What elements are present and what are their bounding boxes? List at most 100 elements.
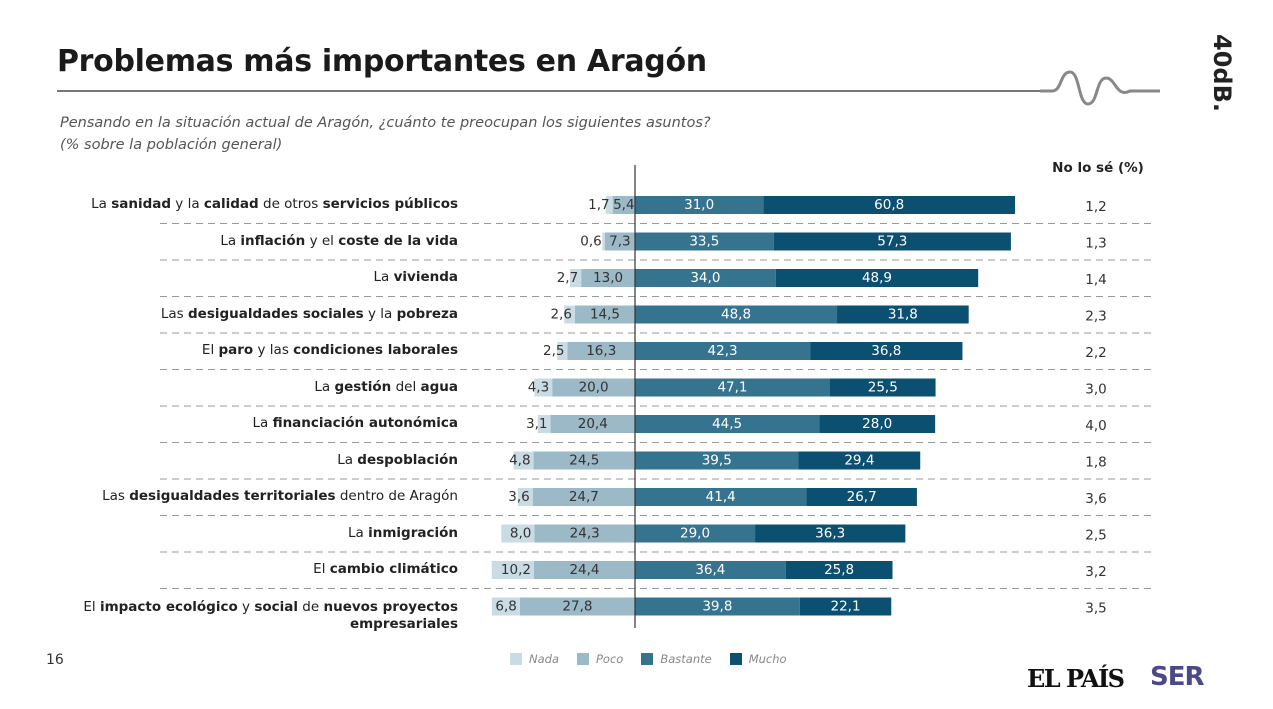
label-poco: 16,3 [586,343,616,359]
label-poco: 5,4 [613,197,634,213]
category-label: Las desigualdades territoriales dentro d… [102,488,458,505]
label-nada: 3,1 [526,416,547,432]
label-mucho: 29,4 [844,453,874,469]
label-mucho: 36,8 [871,343,901,359]
bar-poco [519,597,635,616]
label-no-lo-se: 1,3 [1085,236,1106,252]
bar-nada [570,269,582,287]
bar-mucho [829,378,936,397]
category-label-segment: La [337,451,358,468]
label-poco: 27,8 [562,599,592,615]
label-mucho: 26,7 [847,489,877,505]
category-label-segment: La [252,415,273,431]
bar-poco [567,342,635,360]
bar-poco [604,232,635,251]
label-poco: 13,0 [593,270,623,286]
label-nada: 4,8 [509,453,530,469]
category-label: La financiación autonómica [252,415,458,432]
bar-poco [533,561,635,579]
label-bastante: 41,4 [706,489,736,505]
label-mucho: 48,9 [862,270,892,286]
bar-mucho [775,269,979,287]
nolose-header: No lo sé (%) [1052,160,1144,176]
bar-mucho [810,342,963,360]
label-poco: 20,0 [579,380,609,396]
bar-bastante [635,305,838,324]
category-label-segment: y las [253,342,294,358]
label-poco: 24,5 [569,453,599,469]
subtitle: Pensando en la situación actual de Aragó… [60,112,711,156]
bar-bastante [635,561,786,579]
bar-mucho [785,561,893,579]
category-label-segment: gestión [334,378,392,395]
category-label: Las desigualdades sociales y la pobreza [161,306,458,323]
category-label-segment: Las [102,488,130,504]
label-mucho: 22,1 [830,599,860,615]
label-no-lo-se: 2,2 [1085,345,1106,361]
subtitle-question: Pensando en la situación actual de Aragó… [60,115,711,131]
bar-poco [552,378,635,397]
legend-swatch [641,653,654,665]
category-label-segment: condiciones laborales [293,342,458,358]
label-mucho: 57,3 [877,234,907,250]
bar-poco [533,451,635,470]
label-bastante: 42,3 [708,343,738,359]
legend-item: Mucho [729,652,787,666]
el-pais-logo: EL PAÍS [1027,664,1125,693]
category-label: La vivienda [374,269,459,286]
label-no-lo-se: 3,0 [1085,382,1106,398]
page-title: Problemas más importantes en Aragón [57,44,707,79]
bar-poco [550,415,635,433]
bar-nada [602,232,605,251]
bar-bastante [635,451,799,470]
bar-poco [581,269,635,287]
label-bastante: 34,0 [690,270,720,286]
label-poco: 24,4 [569,562,599,578]
category-label-segment: sanidad [111,196,172,212]
category-label-segment: paro [218,342,254,358]
label-no-lo-se: 1,4 [1085,272,1106,288]
category-label-segment: desigualdades sociales [188,305,364,322]
label-poco: 14,5 [590,307,620,323]
bar-mucho [773,232,1011,251]
bar-bastante [635,342,811,360]
category-label-segment: El [313,561,330,577]
legend-label: Poco [596,652,624,666]
bar-poco [534,524,635,543]
category-label-segment: La [91,196,112,212]
category-label: La gestión del agua [314,379,458,396]
category-label-segment: de [298,598,324,615]
label-mucho: 25,8 [824,562,854,578]
label-mucho: 36,3 [815,526,845,542]
bar-nada [513,451,534,470]
label-poco: 7,3 [609,234,630,250]
label-poco: 24,7 [569,489,599,505]
category-label-segment: del [391,378,421,395]
bar-nada [564,305,575,324]
category-label-segment: pobreza [396,305,458,322]
label-bastante: 29,0 [680,526,710,542]
bar-mucho [819,415,936,433]
category-label: El cambio climático [313,561,458,578]
bar-nada [537,415,551,433]
label-no-lo-se: 3,5 [1085,601,1106,617]
label-bastante: 33,5 [689,234,719,250]
category-label-segment: Las [160,305,189,322]
legend-item: Poco [577,652,623,666]
category-label-segment: despoblación [357,451,458,468]
label-no-lo-se: 1,2 [1085,199,1106,215]
legend: Nada Poco Bastante Mucho [510,652,795,666]
category-label-segment: calidad [203,196,259,212]
label-nada: 2,6 [550,307,571,323]
label-mucho: 25,5 [868,380,898,396]
label-poco: 20,4 [578,416,608,432]
bar-nada [491,561,534,579]
page-number: 16 [46,652,64,668]
category-label-segment: La [348,524,369,541]
category-label-segment: El [201,342,219,358]
label-no-lo-se: 1,8 [1085,455,1106,471]
category-label: La inmigración [348,525,458,542]
bar-bastante [635,488,807,506]
category-label-segment: y la [363,305,397,322]
legend-label: Nada [529,652,559,666]
